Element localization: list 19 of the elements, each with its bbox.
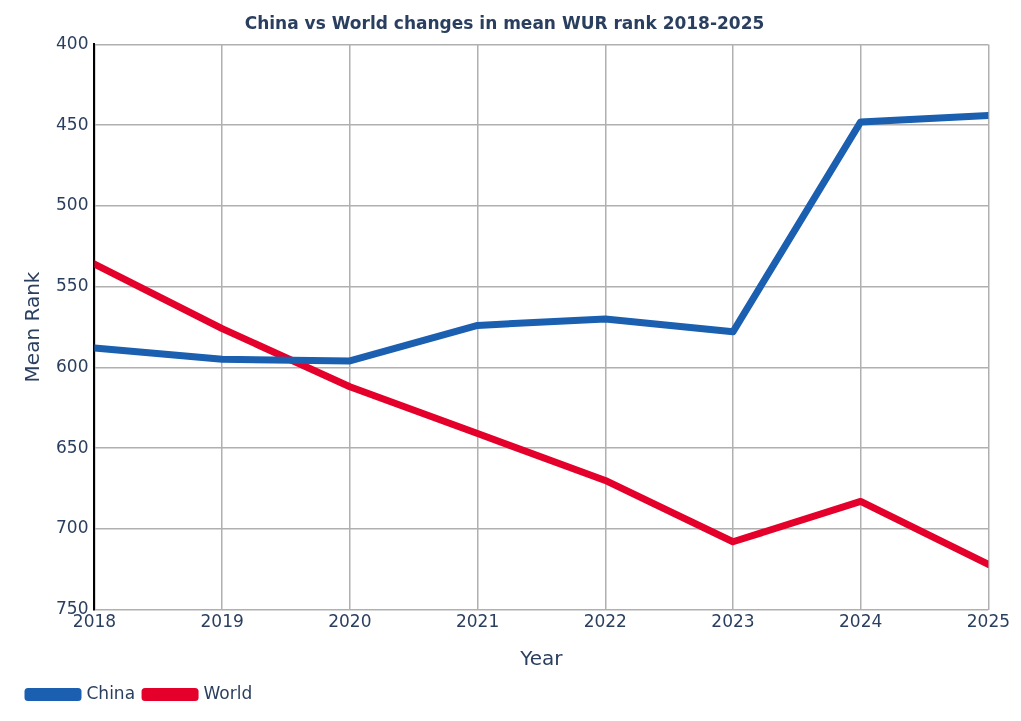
x-tick-label: 2023 [711, 611, 755, 632]
y-axis-title: Mean Rank [20, 271, 45, 383]
x-tick-label: 2021 [455, 611, 500, 632]
x-tick-label: 2024 [839, 611, 883, 632]
legend-label: World [203, 682, 253, 703]
y-tick-label: 650 [55, 436, 89, 457]
y-tick-label: 400 [55, 32, 89, 53]
x-tick-label: 2020 [328, 611, 372, 632]
legend-label: China [86, 682, 136, 703]
x-tick-label: 2019 [200, 611, 244, 632]
x-tick-label: 2025 [966, 611, 1010, 632]
y-tick-label: 500 [55, 194, 89, 215]
y-tick-label: 450 [55, 113, 89, 134]
x-axis-title: Year [519, 646, 564, 671]
chart-title: China vs World changes in mean WUR rank 2018-2025 [244, 12, 765, 33]
y-tick-label: 600 [55, 355, 89, 376]
y-tick-label: 550 [55, 275, 89, 296]
y-tick-label: 700 [55, 517, 89, 538]
x-tick-label: 2022 [583, 611, 627, 632]
